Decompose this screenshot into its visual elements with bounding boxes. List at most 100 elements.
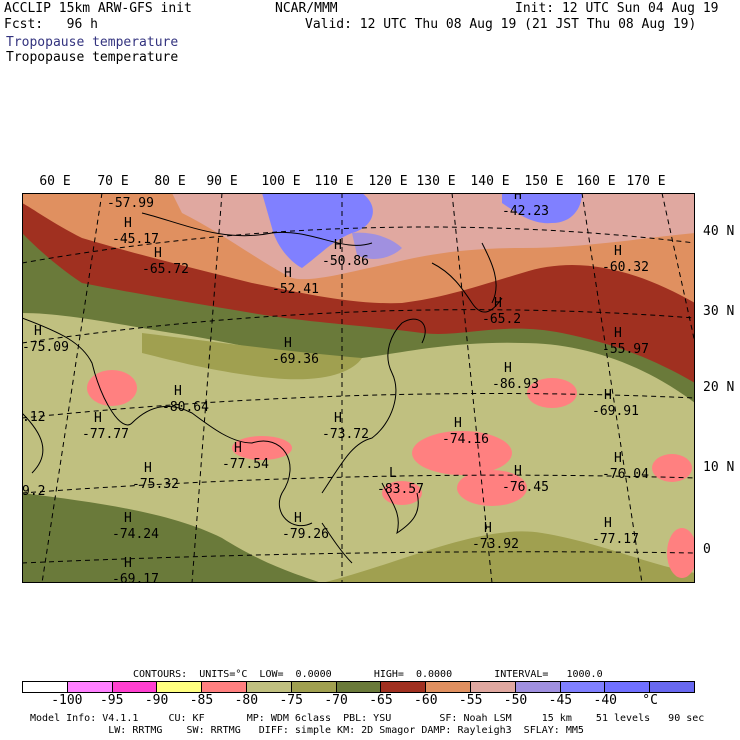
colorbar-swatch (157, 682, 203, 692)
extremum-marker: H (124, 556, 132, 571)
colorbar-tick: -80 (235, 693, 258, 707)
forecast-hour: Fcst: 96 h (4, 17, 98, 32)
cold-spots (87, 370, 695, 578)
contour-info: CONTOURS: UNITS=°C LOW= 0.0000 HIGH= 0.0… (133, 669, 603, 680)
colorbar-tick: -70 (324, 693, 347, 707)
extremum-value: -52.41 (272, 282, 319, 297)
extremum-value: -45.17 (112, 232, 159, 247)
extremum-value: -65.72 (142, 262, 189, 277)
extremum-value: -69.36 (272, 352, 319, 367)
extremum-value: -73.92 (472, 537, 519, 552)
extremum-value: -83.57 (377, 482, 424, 497)
colorbar-swatch (515, 682, 561, 692)
lat-label: 30 N (703, 304, 734, 319)
extremum-value: -75.32 (132, 477, 179, 492)
lon-label: 100 E (261, 174, 300, 189)
longitude-labels: 60 E 70 E 80 E 90 E 100 E 110 E 120 E 130 E 140 … (39, 174, 665, 189)
extremum-marker: H (284, 336, 292, 351)
extremum-value: -65.2 (482, 312, 521, 327)
colorbar-swatch (291, 682, 337, 692)
extremum-marker: H (504, 361, 512, 376)
colorbar-tick: -90 (145, 693, 168, 707)
extremum-marker: H (614, 451, 622, 466)
extremum-value: -69.17 (112, 572, 159, 583)
extremum-value: -55.97 (602, 342, 649, 357)
extremum-value: -76.04 (602, 467, 649, 482)
model-title: ACCLIP 15km ARW-GFS init (4, 1, 192, 16)
cold-patch-lavender (352, 232, 402, 259)
colorbar-swatch (560, 682, 606, 692)
extremum-marker: H (614, 244, 622, 259)
extremum-marker: H (154, 246, 162, 261)
colorbar-swatch (202, 682, 247, 692)
latitude-labels: 40 N 30 N 20 N 10 N 0 (703, 224, 734, 557)
extremum-marker: H (514, 193, 522, 203)
colorbar-swatch (246, 682, 292, 692)
lon-label: 170 E (626, 174, 665, 189)
colorbar-ticks: -100 -95 -90 -85 -80 -75 -70 -65 -60 -55 -50 -45 -40… (51, 693, 658, 707)
colorbar-tick: -100 (51, 693, 82, 707)
extremum-value: -73.72 (322, 427, 369, 442)
colorbar-tick: °C (642, 693, 658, 707)
colorbar-swatch (426, 682, 471, 692)
colorbar-swatch (336, 682, 382, 692)
extremum-value: -50.86 (322, 254, 369, 269)
colorbar-swatch (650, 682, 694, 692)
extremum-marker: H (484, 521, 492, 536)
colorbar-tick: -85 (190, 693, 213, 707)
extremum-marker: H (234, 441, 242, 456)
lon-label: 110 E (314, 174, 353, 189)
lon-label: 80 E (154, 174, 185, 189)
colorbar-tick: -55 (459, 693, 482, 707)
colorbar-swatch (381, 682, 427, 692)
extremum-value: -80.64 (162, 400, 209, 415)
extremum-marker: H (94, 411, 102, 426)
colorbar-tick: -60 (414, 693, 437, 707)
coastlines (22, 212, 503, 564)
colorbar-tick: -40 (594, 693, 617, 707)
colorbar-swatch (470, 682, 516, 692)
graticule (22, 193, 695, 583)
extremum-marker: H (454, 416, 462, 431)
extremum-marker: L (389, 466, 397, 481)
extremum-value: -42.23 (502, 204, 549, 219)
band-dark-southwest (22, 493, 322, 583)
colorbar-swatch (112, 682, 158, 692)
extremum-marker: H (494, 296, 502, 311)
colorbar-tick: -95 (100, 693, 123, 707)
extremum-value: .12 (22, 410, 45, 425)
lon-label: 70 E (97, 174, 128, 189)
extrema-labels: H-57.99H-45.17H-65.72H-50.86H-52.41H-42.… (22, 193, 649, 583)
extremum-value: -77.17 (592, 532, 639, 547)
colorbar-tick: -45 (549, 693, 572, 707)
extremum-marker: H (604, 388, 612, 403)
extremum-marker: H (334, 411, 342, 426)
extremum-value: 9.2 (22, 484, 45, 499)
extremum-value: -86.93 (492, 377, 539, 392)
colorbar-tick: -75 (279, 693, 302, 707)
extremum-marker: H (284, 266, 292, 281)
extremum-marker: H (124, 216, 132, 231)
extremum-value: -77.54 (222, 457, 269, 472)
extremum-value: -79.26 (282, 527, 329, 542)
extremum-value: -74.16 (442, 432, 489, 447)
lon-label: 90 E (206, 174, 237, 189)
extremum-marker: H (514, 464, 522, 479)
colorbar-tick: -50 (504, 693, 527, 707)
lon-label: 160 E (576, 174, 615, 189)
valid-time: Valid: 12 UTC Thu 08 Aug 19 (21 JST Thu … (305, 17, 697, 32)
extremum-value: -69.91 (592, 404, 639, 419)
colorbar-swatch (23, 682, 68, 692)
cold-patch-purple (262, 193, 373, 268)
band-dark-south (322, 531, 695, 583)
extremum-marker: H (334, 238, 342, 253)
field-title-2: Tropopause temperature (6, 50, 179, 65)
colorbar-swatch (605, 682, 651, 692)
lon-label: 60 E (39, 174, 70, 189)
model-info-line2: LW: RRTMG SW: RRTMG DIFF: simple KM: 2D … (30, 725, 584, 736)
lon-label: 120 E (368, 174, 407, 189)
lon-label: 130 E (416, 174, 455, 189)
colorbar-tick: -65 (369, 693, 392, 707)
extremum-value: -77.77 (82, 427, 129, 442)
extremum-marker: H (124, 511, 132, 526)
